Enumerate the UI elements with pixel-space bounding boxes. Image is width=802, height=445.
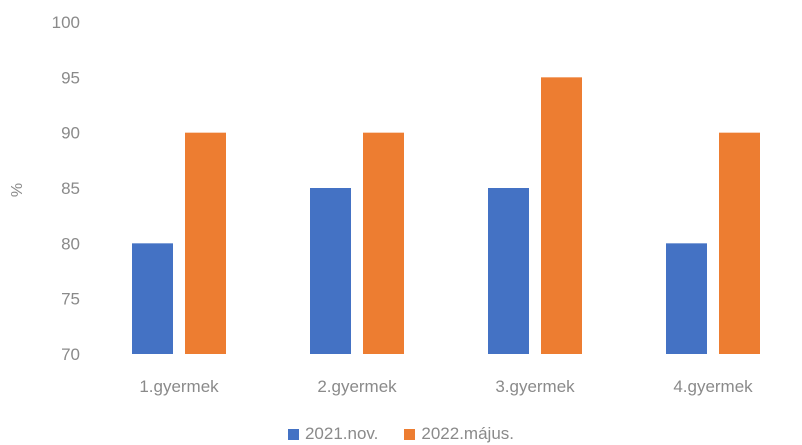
y-tick-label: 80 <box>61 234 80 253</box>
x-category-label: 4.gyermek <box>673 377 753 396</box>
legend-item-2021: 2021.nov. <box>287 424 379 444</box>
bar-2021-1 <box>132 243 173 354</box>
x-category-label: 2.gyermek <box>317 377 397 396</box>
bar-2022-3 <box>541 77 582 354</box>
y-tick-label: 85 <box>61 179 80 198</box>
bar-2021-2 <box>310 188 351 354</box>
legend-swatch-2021 <box>287 428 299 440</box>
x-axis-categories: 1.gyermek 2.gyermek 3.gyermek 4.gyermek <box>139 377 753 396</box>
bar-2021-3 <box>488 188 529 354</box>
bar-2022-2 <box>363 132 404 354</box>
y-tick-label: 70 <box>61 345 80 364</box>
y-tick-label: 100 <box>52 13 80 32</box>
y-tick-label: 95 <box>61 68 80 87</box>
bar-2022-4 <box>719 132 760 354</box>
bars <box>132 77 760 354</box>
y-axis-ticks: 70 75 80 85 90 95 100 <box>52 13 80 364</box>
y-axis-label: % <box>9 183 26 197</box>
y-tick-label: 90 <box>61 124 80 143</box>
legend-swatch-2022 <box>404 428 416 440</box>
bar-2021-4 <box>666 243 707 354</box>
legend-label-2021: 2021.nov. <box>304 424 379 443</box>
x-category-label: 3.gyermek <box>495 377 575 396</box>
bar-2022-1 <box>185 132 226 354</box>
x-category-label: 1.gyermek <box>139 377 219 396</box>
legend: 2021.nov. 2022.május. <box>0 424 802 444</box>
legend-label-2022: 2022.május. <box>421 424 515 443</box>
legend-item-2022: 2022.május. <box>404 424 514 444</box>
y-tick-label: 75 <box>61 290 80 309</box>
